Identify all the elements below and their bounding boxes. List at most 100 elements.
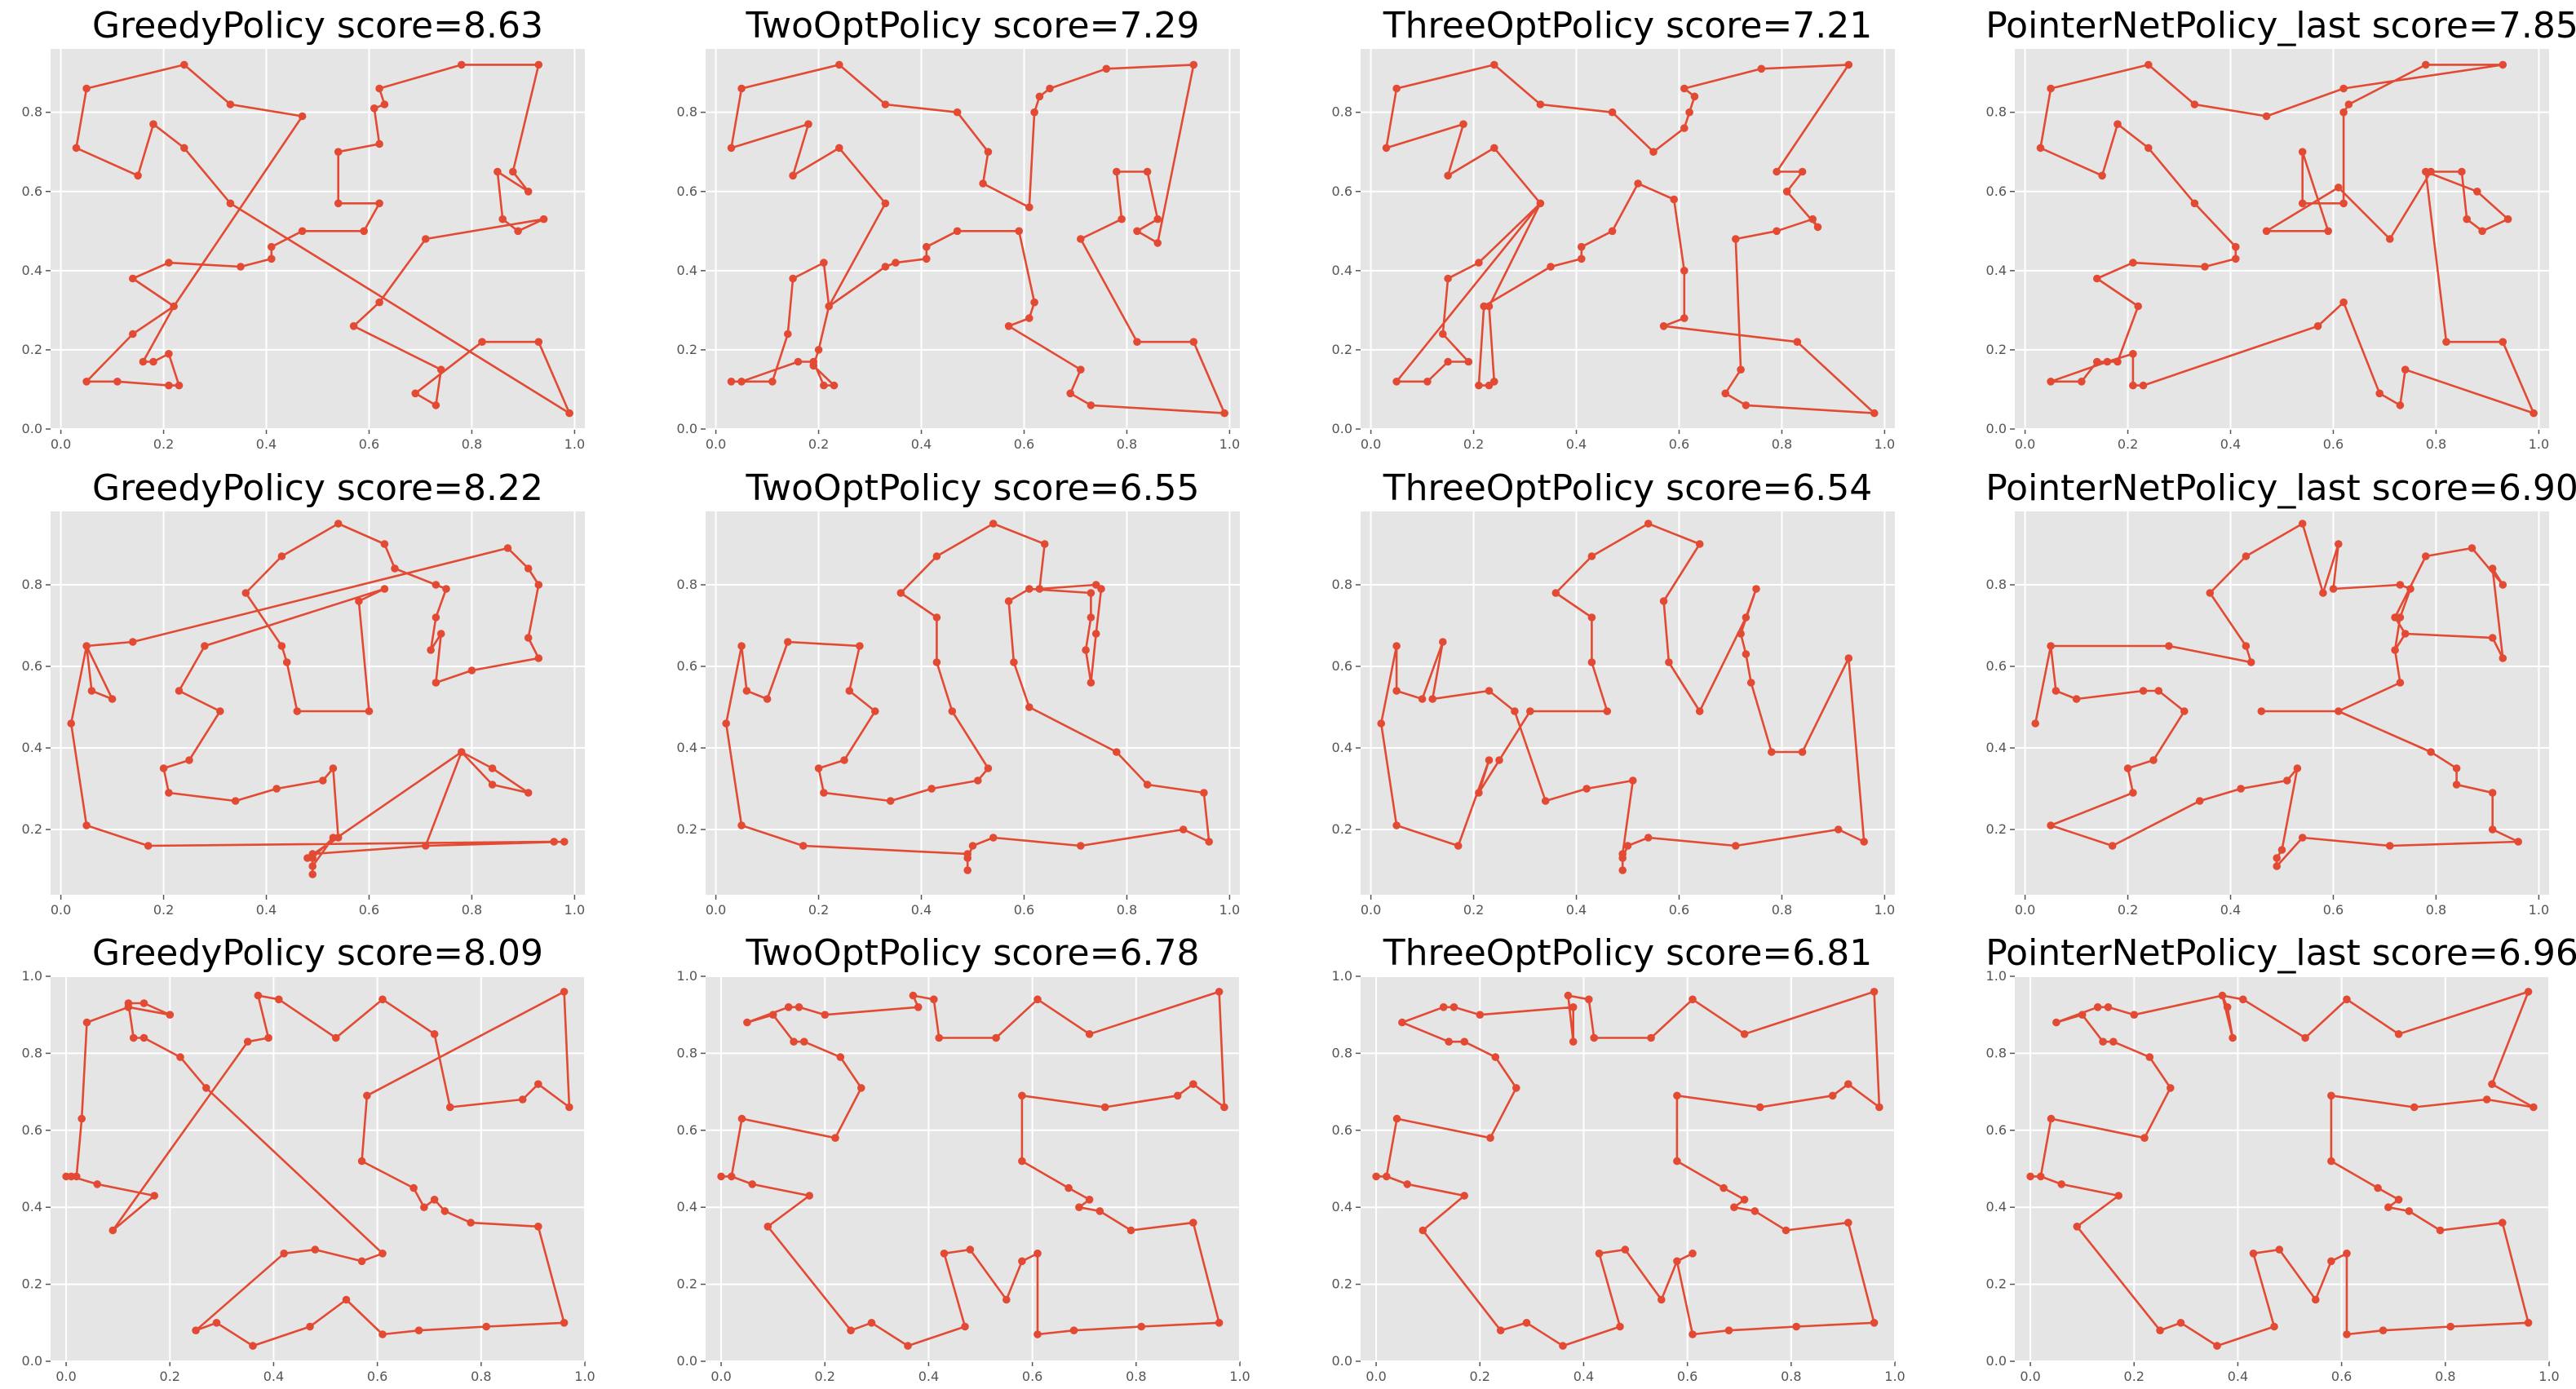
city-point bbox=[940, 1250, 949, 1258]
y-tick-label: 0.2 bbox=[1986, 1276, 2007, 1292]
y-tick-label: 0.6 bbox=[22, 658, 42, 674]
city-point bbox=[1087, 679, 1095, 687]
y-tick-label: 0.6 bbox=[1332, 184, 1352, 199]
city-point bbox=[2093, 274, 2101, 283]
y-tick-label: 0.2 bbox=[677, 342, 697, 357]
city-point bbox=[1659, 322, 1668, 330]
city-point bbox=[1680, 124, 1689, 132]
city-point bbox=[1844, 1219, 1852, 1227]
city-point bbox=[420, 1203, 428, 1211]
city-point bbox=[370, 104, 378, 113]
city-point bbox=[2482, 1095, 2491, 1104]
y-tick-label: 0.0 bbox=[1332, 1353, 1352, 1369]
city-point bbox=[1490, 144, 1498, 153]
plot-area bbox=[706, 976, 1240, 1361]
city-point bbox=[2275, 1245, 2284, 1254]
city-point bbox=[1621, 1245, 1630, 1254]
city-point bbox=[2140, 1134, 2149, 1142]
city-point bbox=[1137, 1322, 1145, 1331]
city-point bbox=[1511, 707, 1519, 715]
city-point bbox=[524, 634, 533, 642]
city-point bbox=[1870, 1319, 1879, 1327]
city-point bbox=[1025, 703, 1033, 711]
y-tick-label: 0.4 bbox=[677, 263, 697, 278]
y-tick-label: 0.0 bbox=[1986, 421, 2007, 436]
city-point bbox=[728, 1172, 736, 1181]
city-point bbox=[365, 707, 374, 715]
panel-title: GreedyPolicy score=8.22 bbox=[92, 467, 543, 509]
tour-path bbox=[1376, 990, 1881, 1347]
city-point bbox=[1423, 378, 1432, 386]
city-point bbox=[355, 597, 363, 605]
city-point bbox=[790, 1037, 798, 1046]
city-point bbox=[2037, 1172, 2045, 1181]
city-point bbox=[763, 695, 772, 703]
city-point bbox=[768, 1011, 777, 1019]
city-point bbox=[1720, 1183, 1728, 1192]
city-point bbox=[1495, 756, 1503, 764]
city-point bbox=[2386, 842, 2394, 850]
city-point bbox=[380, 585, 389, 593]
y-tick-label: 0.2 bbox=[1332, 342, 1352, 357]
city-point bbox=[1064, 1183, 1073, 1192]
city-point bbox=[1595, 1250, 1604, 1258]
city-point bbox=[216, 707, 224, 715]
city-point bbox=[129, 274, 137, 283]
city-point bbox=[375, 139, 383, 148]
city-point bbox=[2273, 854, 2281, 862]
y-tick-label: 0.2 bbox=[677, 1276, 697, 1292]
city-point bbox=[1808, 215, 1817, 223]
city-point bbox=[249, 1342, 257, 1350]
city-point bbox=[1126, 1226, 1135, 1235]
city-point bbox=[1732, 235, 1740, 243]
city-point bbox=[226, 100, 235, 108]
city-point bbox=[1875, 1103, 1883, 1112]
city-point bbox=[1392, 378, 1401, 386]
city-point bbox=[1460, 1192, 1468, 1200]
x-tick-label: 0.2 bbox=[2124, 1369, 2144, 1384]
city-point bbox=[2298, 148, 2307, 156]
city-point bbox=[1512, 1084, 1520, 1092]
x-tick-label: 0.4 bbox=[1566, 436, 1587, 452]
city-point bbox=[737, 642, 746, 650]
tour-plot-2: 0.0 0.2 0.4 0.6 0.8 1.0 0.0 0.2 0.4 0.6 0.8 TwoOptP… bbox=[677, 5, 1241, 452]
city-point bbox=[298, 227, 307, 236]
city-point bbox=[334, 834, 343, 842]
city-point bbox=[2073, 1223, 2082, 1231]
y-tick-label: 0.2 bbox=[22, 821, 42, 837]
city-point bbox=[904, 1342, 912, 1350]
city-point bbox=[1460, 1037, 1468, 1046]
city-point bbox=[565, 1103, 573, 1112]
city-point bbox=[2436, 1226, 2445, 1235]
city-point bbox=[2190, 199, 2199, 208]
city-point bbox=[1025, 203, 1033, 211]
y-tick-label: 0.8 bbox=[1986, 577, 2007, 592]
x-tick-label: 0.6 bbox=[1677, 1369, 1697, 1384]
city-point bbox=[800, 1037, 808, 1046]
city-point bbox=[742, 687, 751, 695]
city-point bbox=[2327, 1091, 2335, 1100]
city-point bbox=[108, 1226, 117, 1235]
city-point bbox=[1444, 274, 1452, 283]
city-point bbox=[804, 120, 812, 128]
city-point bbox=[799, 842, 808, 850]
city-point bbox=[1372, 1172, 1380, 1181]
y-tick-label: 0.0 bbox=[677, 1353, 697, 1369]
x-tick-label: 0.8 bbox=[1772, 436, 1792, 452]
city-point bbox=[467, 1219, 475, 1227]
city-point bbox=[820, 381, 828, 390]
x-tick-label: 1.0 bbox=[1229, 1369, 1250, 1384]
x-tick-label: 0.0 bbox=[1361, 436, 1381, 452]
x-tick-label: 1.0 bbox=[1219, 436, 1240, 452]
city-point bbox=[1025, 585, 1033, 593]
y-tick-label: 0.4 bbox=[1986, 263, 2007, 278]
city-point bbox=[165, 381, 173, 390]
city-point bbox=[2343, 1330, 2351, 1338]
city-point bbox=[1153, 215, 1162, 223]
city-point bbox=[380, 540, 389, 548]
city-point bbox=[478, 338, 486, 347]
city-point bbox=[2145, 1053, 2154, 1061]
city-point bbox=[1569, 1003, 1578, 1011]
city-point bbox=[1118, 215, 1126, 223]
panel-title: GreedyPolicy score=8.63 bbox=[92, 5, 543, 46]
